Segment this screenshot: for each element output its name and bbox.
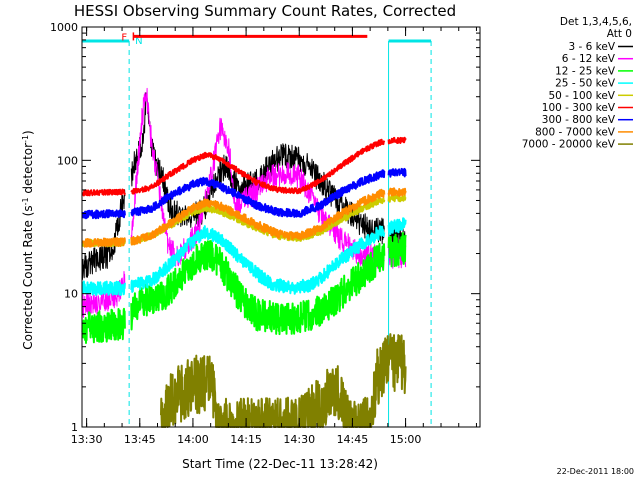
legend-entry-label-1: 3 - 6 keV [568,41,615,53]
legend-header-detectors: Det 1,3,4,5,6, [560,16,632,28]
y-axis-label-main: Corrected Count Rate (s [21,205,35,349]
legend-entry-label-5: 50 - 100 keV [548,90,615,102]
legend-header-attenuator: Att 0 [607,28,632,40]
x-tick-label-6: 15:00 [390,433,422,446]
series-line-8 [81,187,407,248]
x-tick-label-0: 13:30 [71,433,103,446]
x-tick-label-2: 14:00 [177,433,209,446]
y-tick-label-2: 100 [57,154,78,167]
x-axis-label: Start Time (22-Dec-11 13:28:42) [182,457,378,471]
y-axis-label-mid: detector [21,143,35,198]
y-tick-label-3: 1000 [50,21,78,34]
series-line-3 [81,232,407,344]
series-line-4 [81,217,407,296]
chart-title: HESSI Observing Summary Count Rates, Cor… [74,2,456,20]
y-tick-label-1: 10 [64,288,78,301]
legend-entry-label-7: 300 - 800 keV [542,114,616,126]
x-tick-label-1: 13:45 [124,433,156,446]
series-4 [81,217,407,296]
legend-entry-label-3: 12 - 25 keV [555,65,616,77]
plot-frame [81,26,481,428]
series-line-6 [81,136,407,197]
series-line-7 [81,167,407,220]
legend-entry-label-8: 800 - 7000 keV [535,126,616,138]
legend-entry-label-2: 6 - 12 keV [562,53,616,65]
y-axis-label-sup1: -1 [21,197,30,205]
x-tick-label-4: 14:30 [283,433,315,446]
legend-entry-label-9: 7000 - 20000 keV [522,139,616,151]
legend-entry-label-4: 25 - 50 keV [555,78,616,90]
legend-entry-label-6: 100 - 300 keV [542,102,616,114]
x-tick-label-5: 14:45 [337,433,369,446]
series-7 [81,167,407,220]
y-axis-label-sup2: -1 [21,135,30,143]
series-9 [160,333,407,428]
night-label: N [135,36,142,47]
footer-date: 22-Dec-2011 18:00 [557,467,634,476]
plot-area: NF 1 10 100 1000 13:30 13:45 14:00 14:15 14:30 14:… [50,21,481,446]
y-axis-label: Corrected Count Rate (s-1 detector-1) [21,130,36,349]
series-8 [81,187,407,248]
x-tick-label-3: 14:15 [230,433,262,446]
y-axis-label-end: ) [21,130,35,135]
series-line-9 [160,333,407,428]
series-6 [81,136,407,197]
flare-label: F [121,32,127,43]
series-3 [81,232,407,344]
y-tick-label-0: 1 [71,421,78,434]
